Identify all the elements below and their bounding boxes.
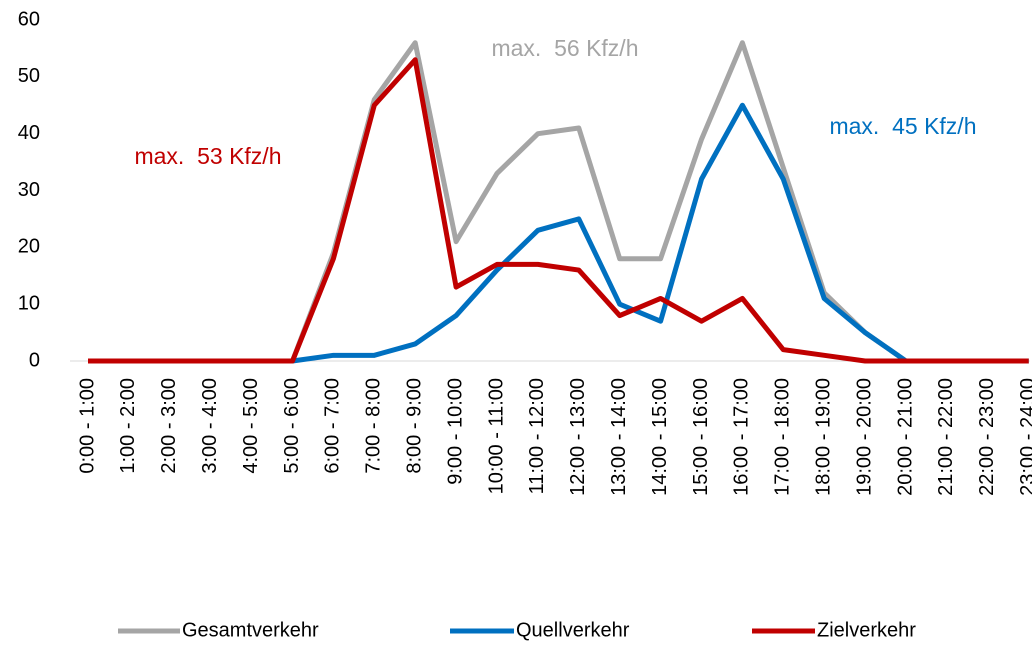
annotation: max. 56 Kfz/h	[491, 35, 638, 61]
x-tick-label: 17:00 - 18:00	[772, 378, 794, 496]
legend-label: Quellverkehr	[516, 619, 630, 641]
x-tick-label: 7:00 - 8:00	[363, 378, 385, 474]
x-tick-label: 22:00 - 23:00	[976, 378, 998, 496]
x-tick-label: 13:00 - 14:00	[608, 378, 630, 496]
x-tick-label: 11:00 - 12:00	[526, 378, 548, 494]
x-tick-label: 12:00 - 13:00	[567, 378, 589, 496]
y-tick-label: 30	[18, 179, 40, 201]
x-tick-label: 8:00 - 9:00	[403, 378, 425, 474]
y-tick-label: 50	[18, 65, 40, 87]
y-tick-label: 10	[18, 292, 40, 314]
y-tick-label: 40	[18, 122, 40, 144]
x-tick-label: 18:00 - 19:00	[812, 378, 834, 496]
y-tick-label: 60	[18, 8, 40, 30]
annotation: max. 53 Kfz/h	[134, 143, 281, 169]
x-tick-label: 5:00 - 6:00	[281, 378, 303, 474]
x-tick-label: 19:00 - 20:00	[853, 378, 875, 496]
x-tick-label: 21:00 - 22:00	[935, 378, 957, 496]
x-tick-label: 9:00 - 10:00	[444, 378, 466, 485]
x-tick-label: 4:00 - 5:00	[240, 378, 262, 474]
x-tick-label: 16:00 - 17:00	[731, 378, 753, 496]
series-line	[88, 40, 1029, 364]
x-tick-label: 1:00 - 2:00	[117, 378, 139, 474]
x-tick-label: 10:00 - 11:00	[485, 378, 507, 494]
x-tick-label: 2:00 - 3:00	[158, 378, 180, 474]
x-tick-label: 15:00 - 16:00	[690, 378, 712, 496]
x-tick-label: 20:00 - 21:00	[894, 378, 916, 496]
y-tick-label: 0	[29, 349, 40, 371]
x-tick-label: 14:00 - 15:00	[649, 378, 671, 496]
legend-label: Zielverkehr	[817, 619, 916, 641]
legend-label: Gesamtverkehr	[182, 619, 319, 641]
series-line	[88, 57, 1029, 364]
y-tick-label: 20	[18, 236, 40, 258]
annotation: max. 45 Kfz/h	[829, 113, 976, 139]
x-tick-label: 23:00 - 24:00	[1017, 378, 1032, 496]
x-tick-label: 0:00 - 1:00	[76, 378, 98, 474]
x-tick-label: 6:00 - 7:00	[322, 378, 344, 474]
x-tick-label: 3:00 - 4:00	[199, 378, 221, 474]
